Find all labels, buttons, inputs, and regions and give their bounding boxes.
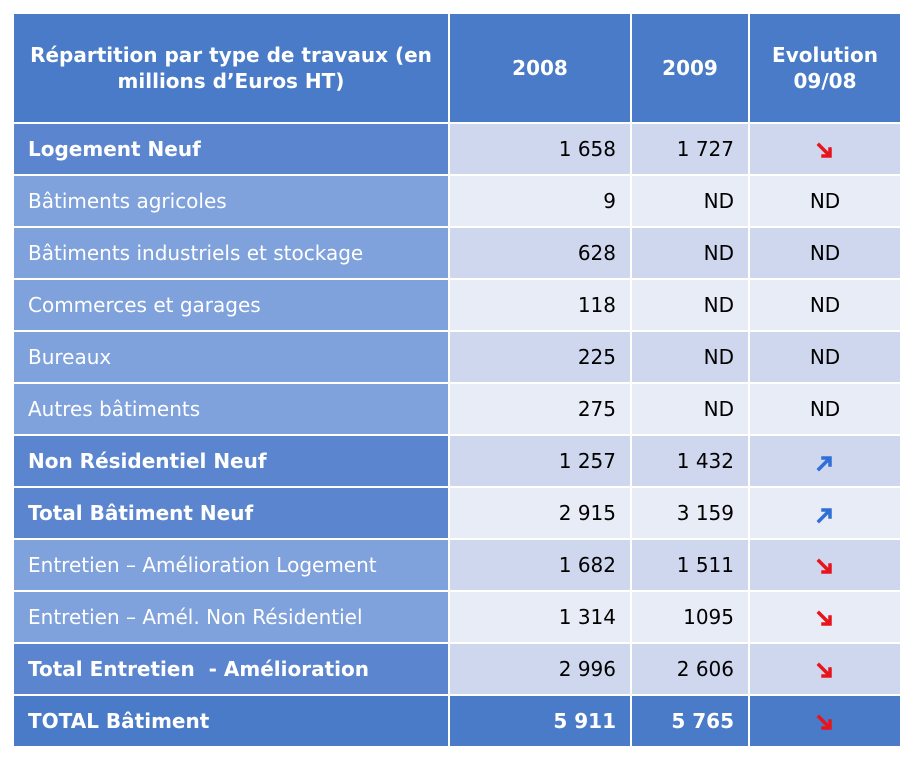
header-row: Répartition par type de travaux (en mill… — [12, 12, 902, 124]
cell: Autres bâtiments — [12, 382, 450, 436]
cell: 5 765 — [630, 694, 750, 748]
header-cell: Répartition par type de travaux (en mill… — [12, 12, 450, 124]
table-row: Total Entretien - Amélioration 2 996 2 606 — [12, 642, 902, 696]
cell: 1 432 — [630, 434, 750, 488]
trend-arrow — [816, 142, 832, 158]
cell: TOTAL Bâtiment — [12, 694, 450, 748]
trend-arrow — [816, 610, 832, 626]
cell: 225 — [448, 330, 632, 384]
table-row: Entretien – Amélioration Logement 1 682 1 … — [12, 538, 902, 592]
table-row: Commerces et garages 118 ND ND — [12, 278, 902, 332]
cell: ND — [748, 226, 902, 280]
cell: 5 911 — [448, 694, 632, 748]
table-row: Autres bâtiments 275 ND ND — [12, 382, 902, 436]
cell: 3 159 — [630, 486, 750, 540]
cell: 1095 — [630, 590, 750, 644]
trend-arrow — [816, 714, 832, 730]
table-row: Bâtiments agricoles 9 ND ND — [12, 174, 902, 228]
cell: Logement Neuf — [12, 122, 450, 176]
cell: ND — [630, 174, 750, 228]
cell: 118 — [448, 278, 632, 332]
cell: ND — [748, 382, 902, 436]
trend-arrow — [816, 455, 832, 471]
cell: Total Bâtiment Neuf — [12, 486, 450, 540]
cell: Total Entretien - Amélioration — [12, 642, 450, 696]
cell: ND — [748, 278, 902, 332]
cell — [748, 694, 902, 748]
cell: 1 682 — [448, 538, 632, 592]
cell: Entretien – Amél. Non Résidentiel — [12, 590, 450, 644]
cell: Entretien – Amélioration Logement — [12, 538, 450, 592]
table-row: Total Bâtiment Neuf 2 915 3 159 — [12, 486, 902, 540]
cell: ND — [630, 382, 750, 436]
cell: 2 996 — [448, 642, 632, 696]
table-row: Bâtiments industriels et stockage 628 ND ND — [12, 226, 902, 280]
cell: 1 257 — [448, 434, 632, 488]
cell — [748, 642, 902, 696]
table: Répartition par type de travaux (en mill… — [12, 12, 902, 748]
cell: ND — [748, 330, 902, 384]
cell: 1 511 — [630, 538, 750, 592]
header-cell: 2008 — [448, 12, 632, 124]
cell: 1 314 — [448, 590, 632, 644]
cell: 2 606 — [630, 642, 750, 696]
cell: 2 915 — [448, 486, 632, 540]
trend-arrow — [816, 507, 832, 523]
table-row: Non Résidentiel Neuf 1 257 1 432 — [12, 434, 902, 488]
cell: Bâtiments industriels et stockage — [12, 226, 450, 280]
cell: ND — [630, 330, 750, 384]
cell: 628 — [448, 226, 632, 280]
table-row: Entretien – Amél. Non Résidentiel 1 314 10… — [12, 590, 902, 644]
cell — [748, 434, 902, 488]
cell: 9 — [448, 174, 632, 228]
trend-arrow — [816, 662, 832, 678]
cell — [748, 538, 902, 592]
header-cell: Evolution 09/08 — [748, 12, 902, 124]
cell — [748, 486, 902, 540]
cell: 275 — [448, 382, 632, 436]
cell: ND — [748, 174, 902, 228]
cell: ND — [630, 226, 750, 280]
cell: Non Résidentiel Neuf — [12, 434, 450, 488]
table-body: Logement Neuf 1 658 1 727 Bâtiments agricol… — [12, 122, 902, 748]
cell: Bâtiments agricoles — [12, 174, 450, 228]
trend-arrow — [816, 558, 832, 574]
cell: 1 658 — [448, 122, 632, 176]
cell — [748, 590, 902, 644]
cell: 1 727 — [630, 122, 750, 176]
cell: Bureaux — [12, 330, 450, 384]
header-cell: 2009 — [630, 12, 750, 124]
cell — [748, 122, 902, 176]
table-row: Bureaux 225 ND ND — [12, 330, 902, 384]
cell: Commerces et garages — [12, 278, 450, 332]
cell: ND — [630, 278, 750, 332]
table-row: Logement Neuf 1 658 1 727 — [12, 122, 902, 176]
table-row: TOTAL Bâtiment 5 911 5 765 — [12, 694, 902, 748]
